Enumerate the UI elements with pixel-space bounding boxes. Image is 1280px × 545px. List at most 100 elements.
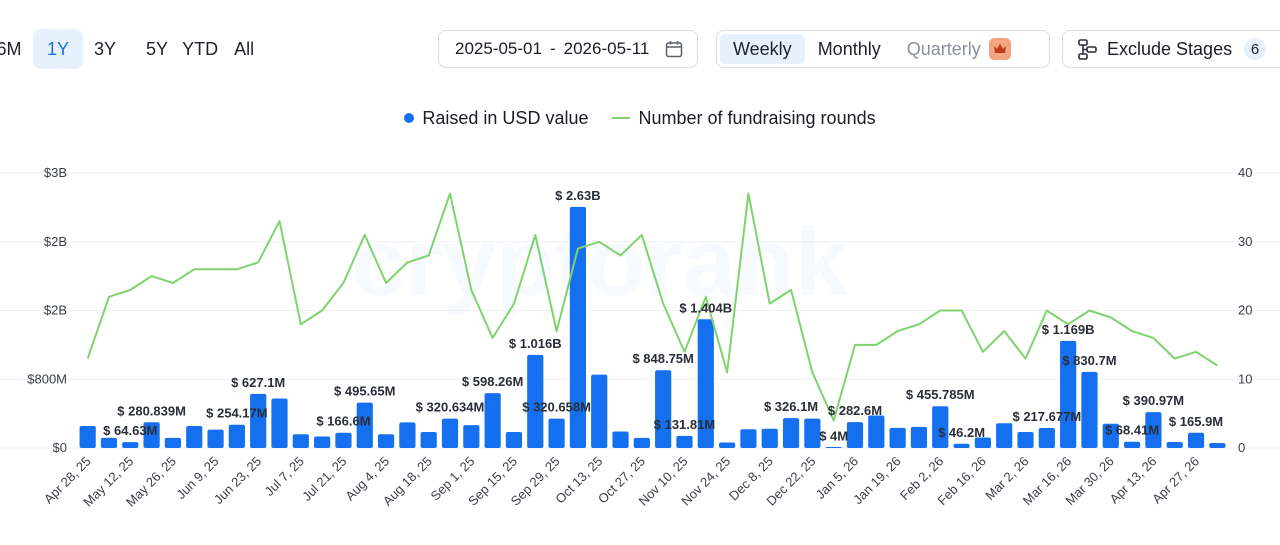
date-range-picker[interactable]: 2025-05-01 - 2026-05-11: [438, 30, 698, 68]
bar[interactable]: [761, 428, 778, 448]
bar[interactable]: [1209, 442, 1226, 448]
range-5y-button[interactable]: 5Y: [146, 38, 169, 59]
y-right-tick: 20: [1238, 303, 1252, 318]
bar[interactable]: [910, 426, 928, 448]
bar[interactable]: [633, 437, 650, 448]
bar[interactable]: [996, 423, 1013, 448]
bar[interactable]: [1123, 441, 1141, 448]
bar[interactable]: [1102, 423, 1119, 448]
bar[interactable]: [846, 422, 864, 448]
y-left-tick: $0: [53, 440, 67, 455]
legend-label-raised: Raised in USD value: [422, 107, 589, 128]
bar[interactable]: [974, 437, 991, 448]
data-label: $ 455.785M: [906, 387, 975, 402]
y-axis-left: $0 $800M $2B $2B $3B: [27, 165, 67, 455]
bar[interactable]: [953, 443, 970, 448]
bar[interactable]: [676, 435, 693, 448]
legend-dot-raised: [404, 113, 415, 123]
bar[interactable]: [399, 422, 416, 448]
bar[interactable]: [505, 431, 523, 448]
range-1y-button[interactable]: 1Y: [33, 29, 83, 69]
exclude-stages-button[interactable]: Exclude Stages 6: [1062, 30, 1280, 68]
range-ytd-button[interactable]: YTD: [182, 38, 219, 59]
data-label: $ 64.63M: [103, 423, 157, 438]
data-label: $ 282.6M: [828, 403, 882, 418]
bar[interactable]: [271, 398, 288, 449]
bar[interactable]: [1017, 431, 1034, 448]
line-series: [86, 192, 1218, 422]
bar[interactable]: [1166, 442, 1183, 448]
data-label: $ 627.1M: [231, 375, 285, 390]
bar[interactable]: [932, 406, 949, 448]
bar[interactable]: [420, 431, 437, 448]
bar[interactable]: [100, 437, 118, 448]
data-label: $ 4M: [819, 429, 848, 444]
bar[interactable]: [868, 415, 885, 448]
y-left-tick: $2B: [44, 234, 67, 249]
data-label: $ 1.404B: [679, 300, 732, 315]
bar[interactable]: [1145, 412, 1162, 448]
rounds-line[interactable]: [86, 192, 1218, 422]
bar[interactable]: [207, 429, 224, 448]
range-3y-button[interactable]: 3Y: [94, 38, 117, 59]
stages-icon: [1078, 39, 1097, 60]
bar[interactable]: [143, 422, 160, 448]
bar[interactable]: [740, 429, 757, 448]
time-range-group: 6M 1Y 3Y 5Y YTD All: [0, 28, 262, 70]
y-right-tick: 0: [1238, 440, 1245, 455]
bar[interactable]: [292, 434, 309, 448]
bar[interactable]: [612, 431, 629, 449]
bar[interactable]: [356, 402, 373, 448]
bar[interactable]: [314, 436, 331, 448]
data-label: $ 68.41M: [1105, 423, 1159, 438]
bar[interactable]: [441, 418, 459, 448]
period-weekly-button[interactable]: Weekly: [720, 34, 805, 64]
data-label: $ 166.6M: [316, 414, 370, 429]
bar[interactable]: [655, 370, 672, 448]
bar[interactable]: [335, 432, 352, 448]
period-quarterly-label: Quarterly: [906, 38, 981, 59]
bar[interactable]: [527, 354, 544, 448]
bar[interactable]: [804, 418, 821, 448]
bar[interactable]: [825, 447, 842, 448]
data-label: $ 131.81M: [654, 417, 715, 432]
bar[interactable]: [463, 425, 480, 448]
bar[interactable]: [1060, 340, 1077, 448]
data-label: $ 326.1M: [764, 399, 818, 414]
bar[interactable]: [889, 427, 906, 448]
bar[interactable]: [79, 426, 96, 448]
legend-line-rounds: [612, 117, 631, 119]
bar[interactable]: [719, 442, 736, 449]
calendar-icon[interactable]: [665, 40, 683, 58]
range-all-button[interactable]: All: [234, 38, 255, 59]
data-label: $ 495.65M: [334, 384, 395, 399]
data-label: $ 320.658M: [522, 400, 591, 415]
bar[interactable]: [164, 437, 182, 448]
data-label: $ 1.169B: [1042, 322, 1095, 337]
bar[interactable]: [228, 424, 245, 448]
bar[interactable]: [1187, 432, 1205, 448]
bar[interactable]: [782, 418, 800, 448]
data-label: $ 320.634M: [416, 400, 485, 415]
period-quarterly-button[interactable]: Quarterly: [894, 34, 1024, 64]
data-label: $ 390.97M: [1123, 393, 1184, 408]
bar[interactable]: [591, 374, 608, 448]
period-monthly-button[interactable]: Monthly: [817, 38, 881, 59]
bar[interactable]: [548, 418, 565, 448]
legend-item-rounds[interactable]: Number of fundraising rounds: [612, 108, 876, 129]
bar[interactable]: [1038, 428, 1055, 448]
data-label: $ 830.7M: [1062, 353, 1116, 368]
bar[interactable]: [697, 319, 714, 448]
data-label: $ 165.9M: [1169, 414, 1223, 429]
legend-item-raised[interactable]: Raised in USD value: [404, 108, 588, 129]
bar[interactable]: [1081, 371, 1098, 448]
bar[interactable]: [377, 434, 395, 448]
bar-series: [79, 206, 1226, 449]
bar[interactable]: [186, 426, 203, 448]
range-6m-button[interactable]: 6M: [0, 38, 22, 59]
bar[interactable]: [122, 442, 139, 448]
date-from: 2025-05-01: [455, 39, 542, 58]
bar[interactable]: [484, 393, 501, 448]
bar[interactable]: [250, 393, 267, 448]
